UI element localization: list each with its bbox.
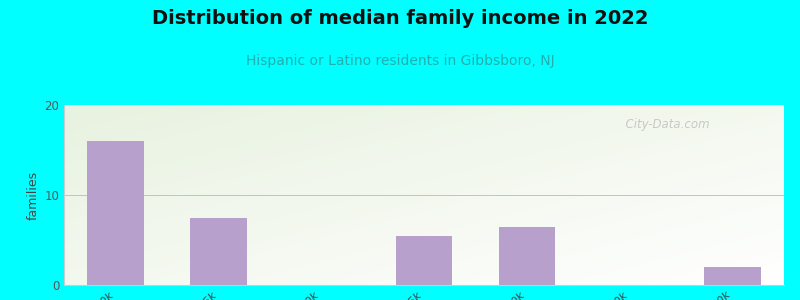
- Y-axis label: families: families: [27, 170, 40, 220]
- Bar: [704, 267, 761, 285]
- Text: City-Data.com: City-Data.com: [618, 118, 710, 130]
- Bar: [190, 218, 246, 285]
- Text: Distribution of median family income in 2022: Distribution of median family income in …: [152, 9, 648, 28]
- Text: Hispanic or Latino residents in Gibbsboro, NJ: Hispanic or Latino residents in Gibbsbor…: [246, 54, 554, 68]
- Bar: [396, 236, 452, 285]
- Bar: [87, 141, 144, 285]
- Bar: [498, 226, 555, 285]
